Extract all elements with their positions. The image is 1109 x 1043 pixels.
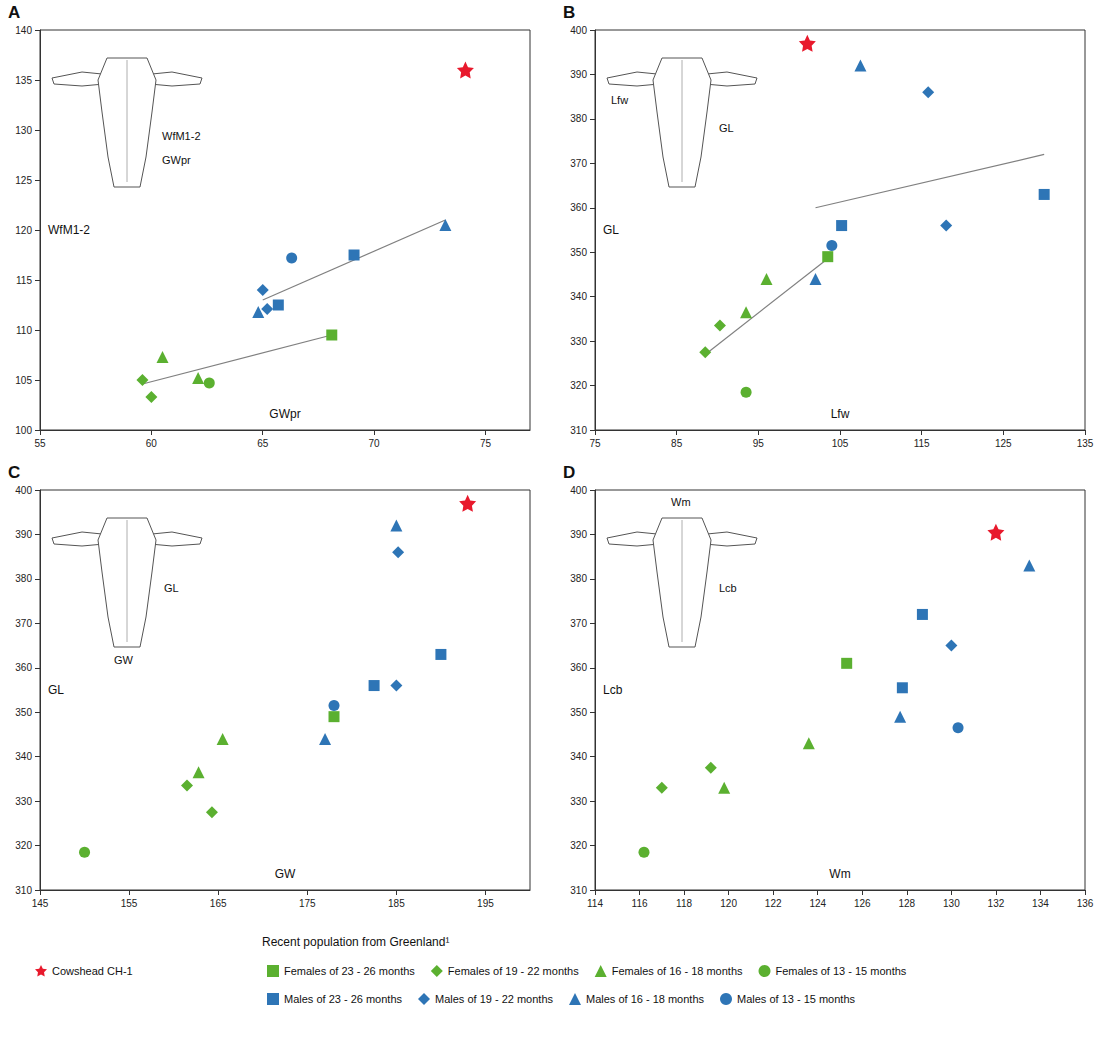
svg-text:GWpr: GWpr	[269, 407, 300, 421]
svg-text:Females of 19 - 22 months: Females of 19 - 22 months	[448, 965, 579, 977]
svg-text:320: 320	[570, 380, 587, 391]
svg-text:GL: GL	[48, 683, 64, 697]
svg-text:75: 75	[589, 438, 601, 449]
svg-text:C: C	[8, 463, 20, 482]
svg-text:350: 350	[570, 247, 587, 258]
svg-text:136: 136	[1077, 898, 1094, 909]
svg-text:Females of 16 - 18 months: Females of 16 - 18 months	[612, 965, 743, 977]
svg-text:60: 60	[146, 438, 158, 449]
svg-text:390: 390	[570, 69, 587, 80]
svg-text:310: 310	[570, 885, 587, 896]
svg-text:85: 85	[671, 438, 683, 449]
svg-text:Lcb: Lcb	[603, 683, 623, 697]
svg-text:WfM1-2: WfM1-2	[48, 223, 90, 237]
svg-text:400: 400	[15, 485, 32, 496]
svg-text:A: A	[8, 3, 20, 22]
svg-text:115: 115	[914, 438, 930, 449]
svg-text:130: 130	[943, 898, 960, 909]
svg-text:370: 370	[570, 158, 587, 169]
svg-text:145: 145	[32, 898, 49, 909]
svg-text:134: 134	[1032, 898, 1049, 909]
svg-text:380: 380	[570, 573, 587, 584]
svg-text:132: 132	[988, 898, 1005, 909]
svg-text:114: 114	[587, 898, 603, 909]
svg-text:Males of 19 - 22 months: Males of 19 - 22 months	[435, 993, 554, 1005]
svg-text:320: 320	[570, 840, 587, 851]
svg-text:Cowshead CH-1: Cowshead CH-1	[52, 965, 133, 977]
svg-text:310: 310	[15, 885, 32, 896]
svg-text:110: 110	[16, 325, 32, 336]
svg-text:75: 75	[480, 438, 492, 449]
svg-text:165: 165	[210, 898, 227, 909]
svg-text:118: 118	[676, 898, 692, 909]
svg-text:330: 330	[570, 336, 587, 347]
svg-text:116: 116	[632, 898, 648, 909]
svg-text:Males of 16 - 18 months: Males of 16 - 18 months	[586, 993, 705, 1005]
svg-text:155: 155	[121, 898, 138, 909]
svg-text:GL: GL	[603, 223, 619, 237]
svg-text:310: 310	[570, 425, 587, 436]
svg-text:370: 370	[15, 618, 32, 629]
svg-text:340: 340	[570, 751, 587, 762]
svg-text:D: D	[563, 463, 575, 482]
svg-text:185: 185	[388, 898, 405, 909]
svg-text:WfM1-2: WfM1-2	[162, 130, 201, 142]
svg-text:115: 115	[16, 275, 32, 286]
svg-text:Recent population from Greenla: Recent population from Greenland¹	[262, 935, 449, 949]
svg-text:175: 175	[299, 898, 316, 909]
svg-text:Females of 13 - 15 months: Females of 13 - 15 months	[776, 965, 907, 977]
svg-text:Females of 23 - 26 months: Females of 23 - 26 months	[284, 965, 415, 977]
svg-text:370: 370	[570, 618, 587, 629]
svg-text:400: 400	[570, 485, 587, 496]
svg-text:122: 122	[765, 898, 782, 909]
svg-text:340: 340	[15, 751, 32, 762]
svg-text:120: 120	[720, 898, 737, 909]
svg-text:360: 360	[570, 202, 587, 213]
svg-text:Lfw: Lfw	[831, 407, 850, 421]
svg-text:Wm: Wm	[671, 496, 691, 508]
svg-text:135: 135	[1077, 438, 1094, 449]
svg-text:124: 124	[809, 898, 826, 909]
svg-text:Males of 13 - 15 months: Males of 13 - 15 months	[737, 993, 856, 1005]
svg-text:GL: GL	[719, 122, 734, 134]
svg-text:195: 195	[477, 898, 494, 909]
svg-text:130: 130	[15, 125, 32, 136]
svg-text:GW: GW	[114, 654, 134, 666]
svg-text:390: 390	[570, 529, 587, 540]
svg-text:Wm: Wm	[829, 867, 850, 881]
svg-text:126: 126	[854, 898, 871, 909]
svg-text:125: 125	[995, 438, 1012, 449]
svg-text:70: 70	[369, 438, 381, 449]
svg-text:55: 55	[34, 438, 46, 449]
svg-text:400: 400	[570, 25, 587, 36]
svg-text:128: 128	[898, 898, 915, 909]
svg-text:360: 360	[570, 662, 587, 673]
svg-text:100: 100	[15, 425, 32, 436]
svg-text:120: 120	[15, 225, 32, 236]
svg-text:125: 125	[15, 175, 32, 186]
svg-text:GW: GW	[275, 867, 296, 881]
svg-text:95: 95	[753, 438, 765, 449]
svg-text:390: 390	[15, 529, 32, 540]
svg-text:GWpr: GWpr	[162, 154, 191, 166]
svg-text:135: 135	[15, 75, 32, 86]
svg-text:Lfw: Lfw	[611, 94, 628, 106]
svg-text:380: 380	[570, 113, 587, 124]
svg-text:Lcb: Lcb	[719, 582, 737, 594]
svg-text:140: 140	[15, 25, 32, 36]
svg-text:380: 380	[15, 573, 32, 584]
svg-text:330: 330	[15, 796, 32, 807]
svg-text:GL: GL	[164, 582, 179, 594]
svg-text:330: 330	[570, 796, 587, 807]
svg-text:360: 360	[15, 662, 32, 673]
svg-text:350: 350	[570, 707, 587, 718]
svg-text:105: 105	[832, 438, 849, 449]
svg-text:350: 350	[15, 707, 32, 718]
svg-text:Males of 23 - 26 months: Males of 23 - 26 months	[284, 993, 403, 1005]
svg-text:65: 65	[257, 438, 269, 449]
svg-text:B: B	[563, 3, 575, 22]
svg-text:105: 105	[15, 375, 32, 386]
svg-text:320: 320	[15, 840, 32, 851]
svg-text:340: 340	[570, 291, 587, 302]
